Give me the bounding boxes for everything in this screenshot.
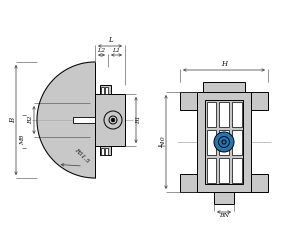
- Text: B: B: [9, 117, 17, 123]
- Bar: [95, 94, 125, 146]
- Text: BN: BN: [219, 213, 229, 218]
- Text: H: H: [221, 60, 227, 67]
- Bar: [207, 130, 216, 155]
- Bar: [207, 157, 216, 182]
- Bar: [180, 174, 197, 192]
- Bar: [100, 85, 111, 94]
- Circle shape: [219, 137, 230, 148]
- Text: L2: L2: [97, 48, 106, 53]
- Bar: [232, 157, 242, 182]
- Bar: [100, 86, 104, 94]
- Polygon shape: [37, 62, 95, 178]
- Bar: [219, 130, 229, 155]
- Text: M8: M8: [20, 135, 26, 145]
- Bar: [232, 102, 242, 126]
- Text: L1: L1: [112, 48, 120, 53]
- Bar: [232, 130, 242, 155]
- Text: B2: B2: [29, 116, 33, 124]
- Bar: [219, 102, 229, 126]
- Bar: [214, 192, 234, 204]
- Bar: [73, 117, 95, 123]
- Circle shape: [111, 118, 115, 122]
- Bar: [251, 174, 268, 192]
- Bar: [180, 92, 197, 110]
- Text: ╀40: ╀40: [159, 136, 167, 148]
- Bar: [100, 148, 104, 155]
- Bar: [203, 82, 245, 92]
- Bar: [251, 92, 268, 110]
- Bar: [104, 86, 108, 94]
- Text: B1: B1: [136, 116, 141, 124]
- Bar: [104, 148, 108, 155]
- Bar: [207, 102, 216, 126]
- Bar: [100, 146, 111, 155]
- Bar: [197, 92, 251, 192]
- Text: L: L: [108, 36, 112, 43]
- Bar: [205, 100, 243, 184]
- Bar: [219, 157, 229, 182]
- Text: R51.5: R51.5: [73, 148, 90, 164]
- Circle shape: [214, 132, 234, 152]
